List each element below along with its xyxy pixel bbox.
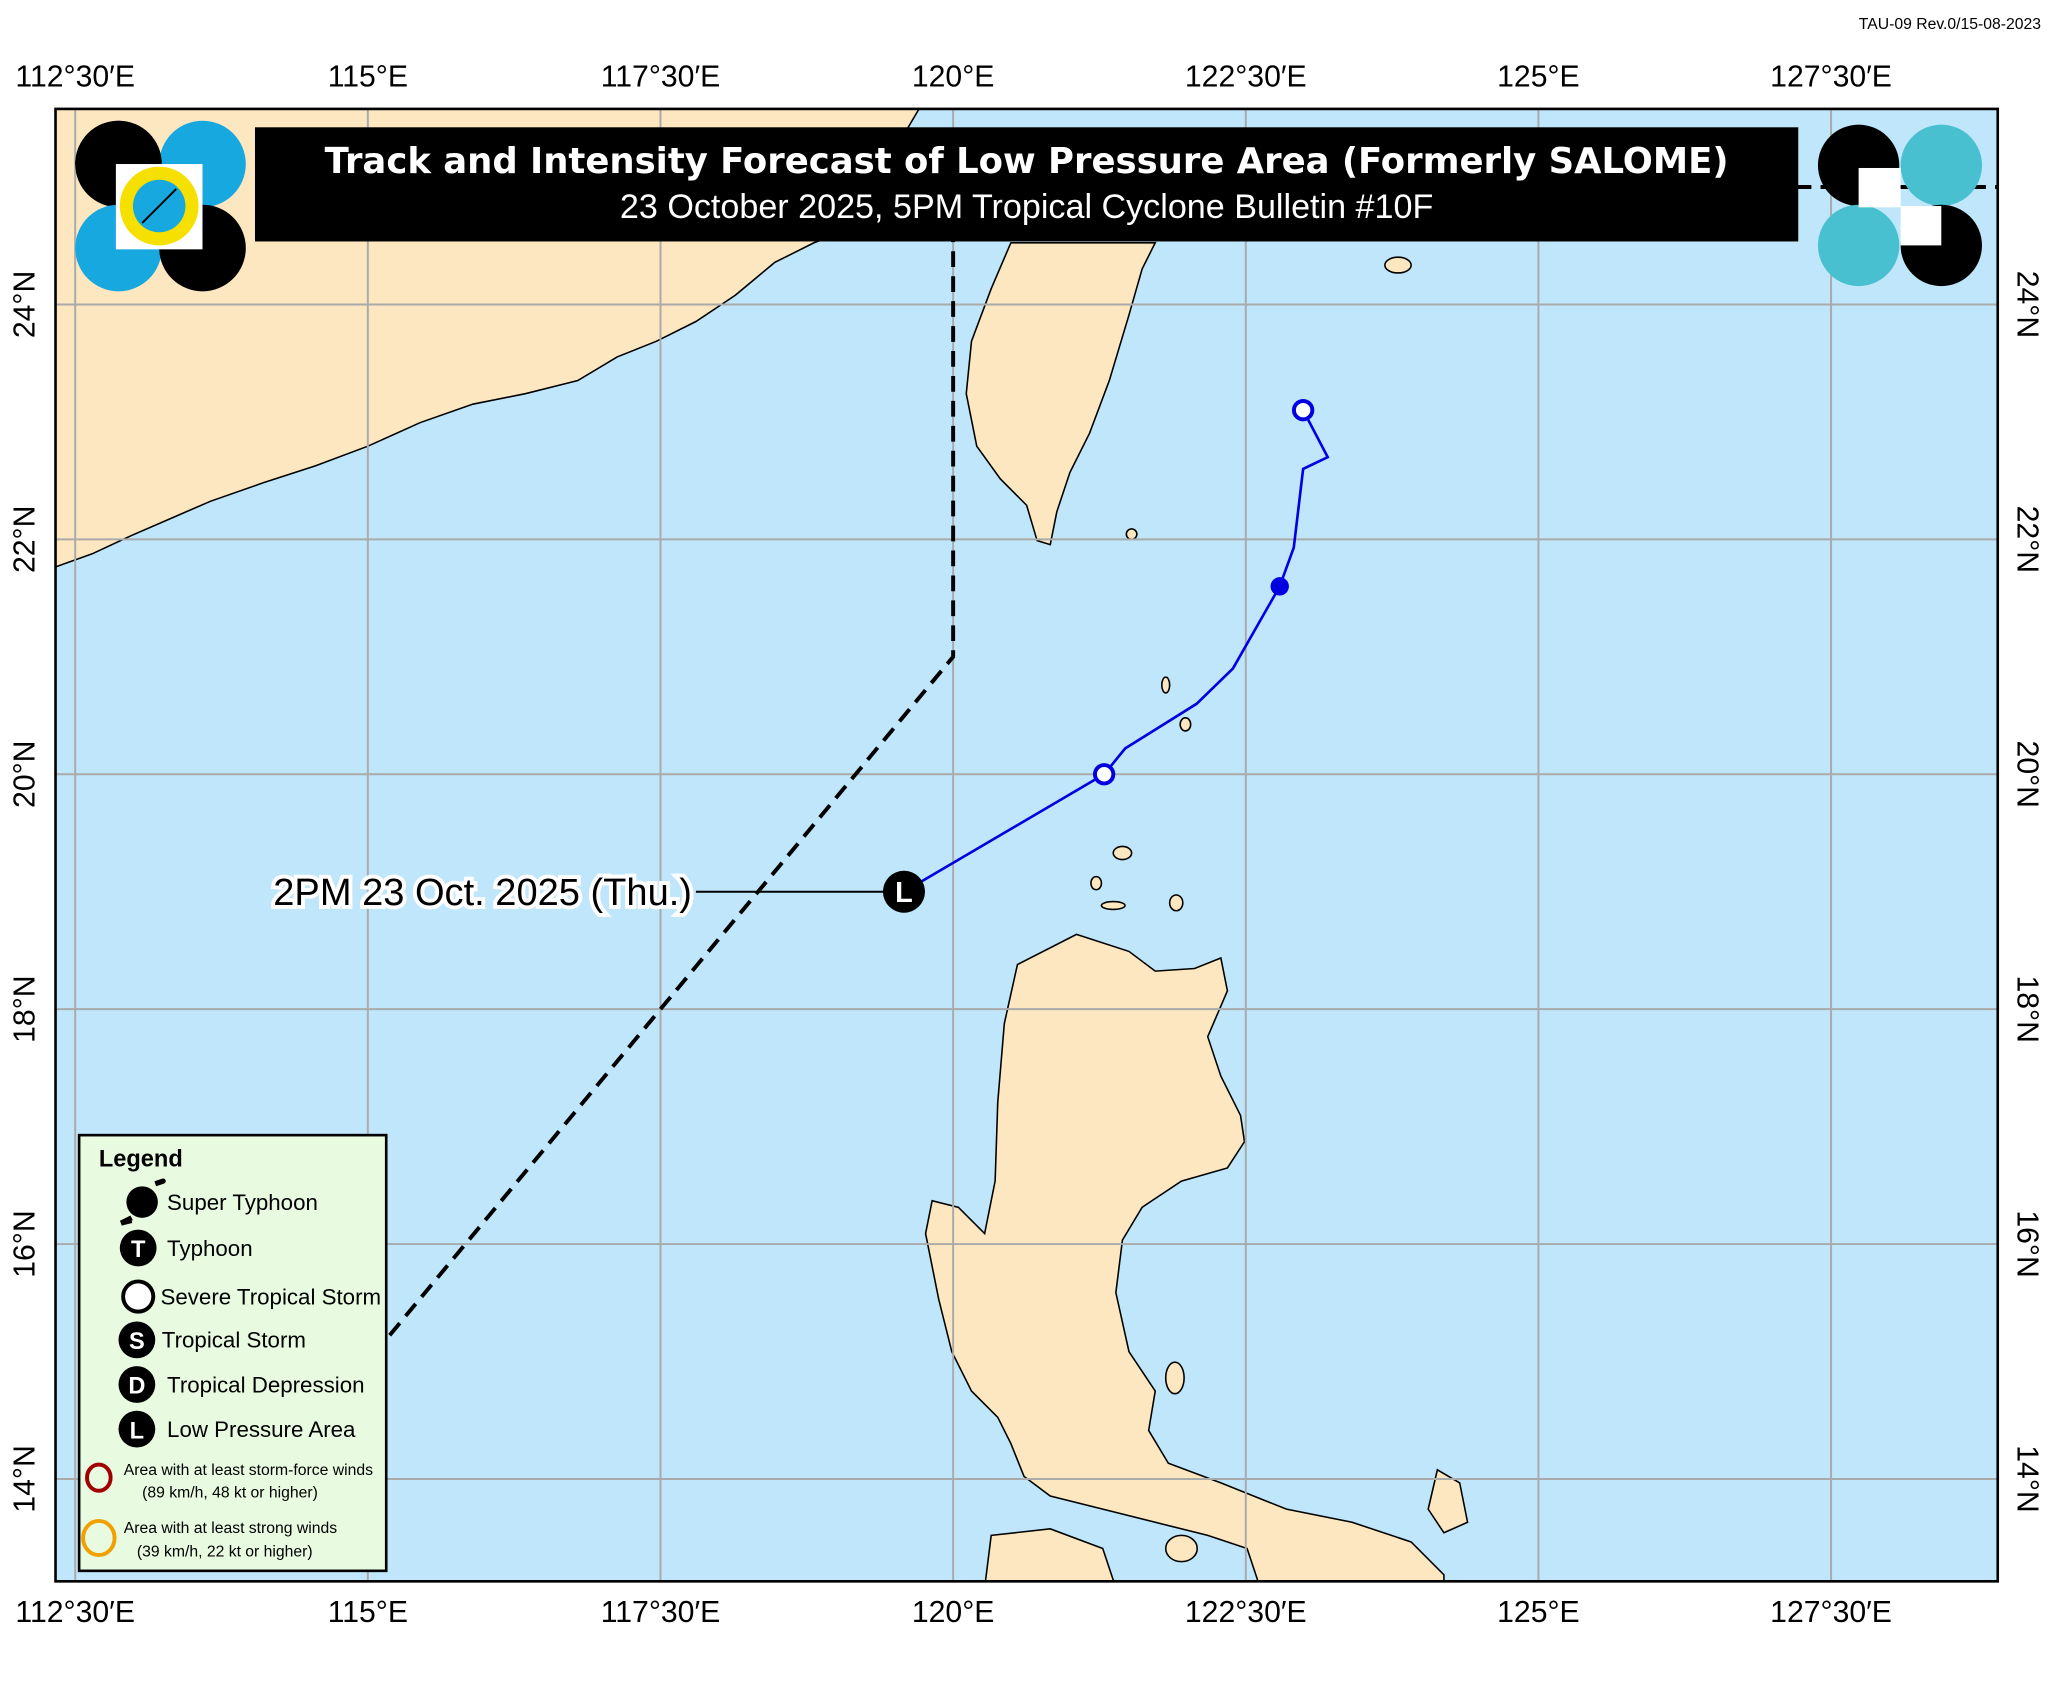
island-calayan xyxy=(1112,845,1133,861)
forecast-point-open xyxy=(1291,399,1315,422)
low-pressure-area-icon-letter: L xyxy=(130,1418,144,1444)
lon-label-top: 112°30′E xyxy=(15,61,135,94)
strong-winds-ring-icon xyxy=(81,1518,117,1558)
marker-time-label: 2PM 23 Oct. 2025 (Thu.) xyxy=(273,872,692,914)
typhoon-icon-letter: T xyxy=(131,1237,146,1263)
lat-label-left: 24°N xyxy=(9,271,42,338)
forecast-point-filled xyxy=(1270,577,1289,596)
axis-labels: 112°30′E 112°30′E 115°E 115°E 117°30′E 117°30… xyxy=(9,61,2044,1629)
legend-label: Tropical Depression xyxy=(167,1372,364,1397)
severe-tropical-storm-icon xyxy=(121,1279,156,1314)
legend-title: Legend xyxy=(99,1147,183,1173)
legend-label: Low Pressure Area xyxy=(167,1417,356,1442)
low-pressure-area-icon xyxy=(118,1410,156,1448)
typhoon-icon xyxy=(119,1229,157,1267)
legend-label: Tropical Storm xyxy=(162,1328,306,1353)
island-polillo xyxy=(1164,1361,1185,1395)
lat-label-right: 18°N xyxy=(2010,975,2043,1042)
lat-label-left: 18°N xyxy=(9,975,42,1042)
lon-label-bottom: 115°E xyxy=(328,1596,408,1629)
tropical-storm-icon xyxy=(118,1321,156,1359)
lat-label-right: 20°N xyxy=(2010,741,2043,808)
legend-strong-winds-line2: (39 km/h, 22 kt or higher) xyxy=(137,1543,313,1560)
legend-label: Typhoon xyxy=(167,1236,253,1261)
island-lanyu xyxy=(1125,528,1138,541)
map-title: Track and Intensity Forecast of Low Pres… xyxy=(325,141,1729,182)
lat-label-right: 24°N xyxy=(2010,271,2043,338)
forecast-track: L 2PM 23 Oct. 2025 (Thu.) xyxy=(269,399,1330,918)
forecast-point-open xyxy=(1092,763,1116,786)
graticule xyxy=(55,108,1998,1582)
island-yaeyama xyxy=(1384,256,1412,274)
tropical-storm-icon-letter: S xyxy=(129,1329,145,1355)
lat-label-left: 16°N xyxy=(9,1210,42,1277)
island-marinduque xyxy=(1164,1534,1199,1563)
tropical-depression-icon-letter: D xyxy=(128,1374,145,1400)
tropical-depression-icon xyxy=(118,1366,156,1403)
legend-storm-force-line2: (89 km/h, 48 kt or higher) xyxy=(142,1484,318,1501)
map-subtitle: 23 October 2025, 5PM Tropical Cyclone Bu… xyxy=(620,188,1433,226)
legend-storm-force-line1: Area with at least storm-force winds xyxy=(124,1462,373,1479)
lon-label-top: 127°30′E xyxy=(1770,61,1892,94)
revision-label: TAU-09 Rev.0/15-08-2023 xyxy=(1859,16,2041,33)
land-catanduanes xyxy=(1427,1468,1469,1534)
land-luzon xyxy=(924,933,1445,1582)
dost-logo xyxy=(1817,124,1982,287)
title-banner: Track and Intensity Forecast of Low Pres… xyxy=(254,127,1799,242)
map-frame xyxy=(54,107,2000,1583)
lon-label-top: 115°E xyxy=(328,61,408,94)
legend-strong-winds-line1: Area with at least strong winds xyxy=(124,1520,338,1537)
lon-label-top: 122°30′E xyxy=(1185,61,1307,94)
lon-label-top: 120°E xyxy=(912,61,995,94)
lat-label-right: 16°N xyxy=(2010,1210,2043,1277)
lat-label-left: 20°N xyxy=(9,741,42,808)
island-babuyan xyxy=(1100,900,1126,911)
lon-label-top: 117°30′E xyxy=(601,61,721,94)
storm-force-ring-icon xyxy=(85,1462,113,1493)
legend-label: Severe Tropical Storm xyxy=(161,1284,382,1309)
island-fuga xyxy=(1090,875,1103,891)
lat-label-left: 14°N xyxy=(9,1445,42,1512)
lon-label-bottom: 122°30′E xyxy=(1185,1596,1307,1629)
low-pressure-area-marker xyxy=(882,870,925,913)
lon-label-bottom: 127°30′E xyxy=(1770,1596,1892,1629)
island-camiguin xyxy=(1168,894,1184,912)
marker-letter: L xyxy=(895,877,913,909)
legend-label: Super Typhoon xyxy=(167,1190,318,1215)
island-itbayat xyxy=(1179,717,1192,732)
lon-label-bottom: 120°E xyxy=(912,1596,995,1629)
lat-label-left: 22°N xyxy=(9,506,42,573)
lon-label-bottom: 125°E xyxy=(1497,1596,1580,1629)
land-taiwan xyxy=(965,241,1157,546)
island-batan xyxy=(1161,676,1171,694)
lat-label-right: 14°N xyxy=(2010,1445,2043,1512)
lon-label-bottom: 112°30′E xyxy=(15,1596,135,1629)
land-mindoro xyxy=(984,1528,1115,1582)
lon-label-top: 125°E xyxy=(1497,61,1580,94)
track-line xyxy=(903,409,1330,893)
lon-label-bottom: 117°30′E xyxy=(601,1596,721,1629)
pagasa-logo xyxy=(75,120,246,292)
lat-label-right: 22°N xyxy=(2010,506,2043,573)
super-typhoon-icon xyxy=(119,1178,166,1226)
legend: Legend Super Typhoon T Typhoon Severe Tr… xyxy=(77,1133,388,1573)
